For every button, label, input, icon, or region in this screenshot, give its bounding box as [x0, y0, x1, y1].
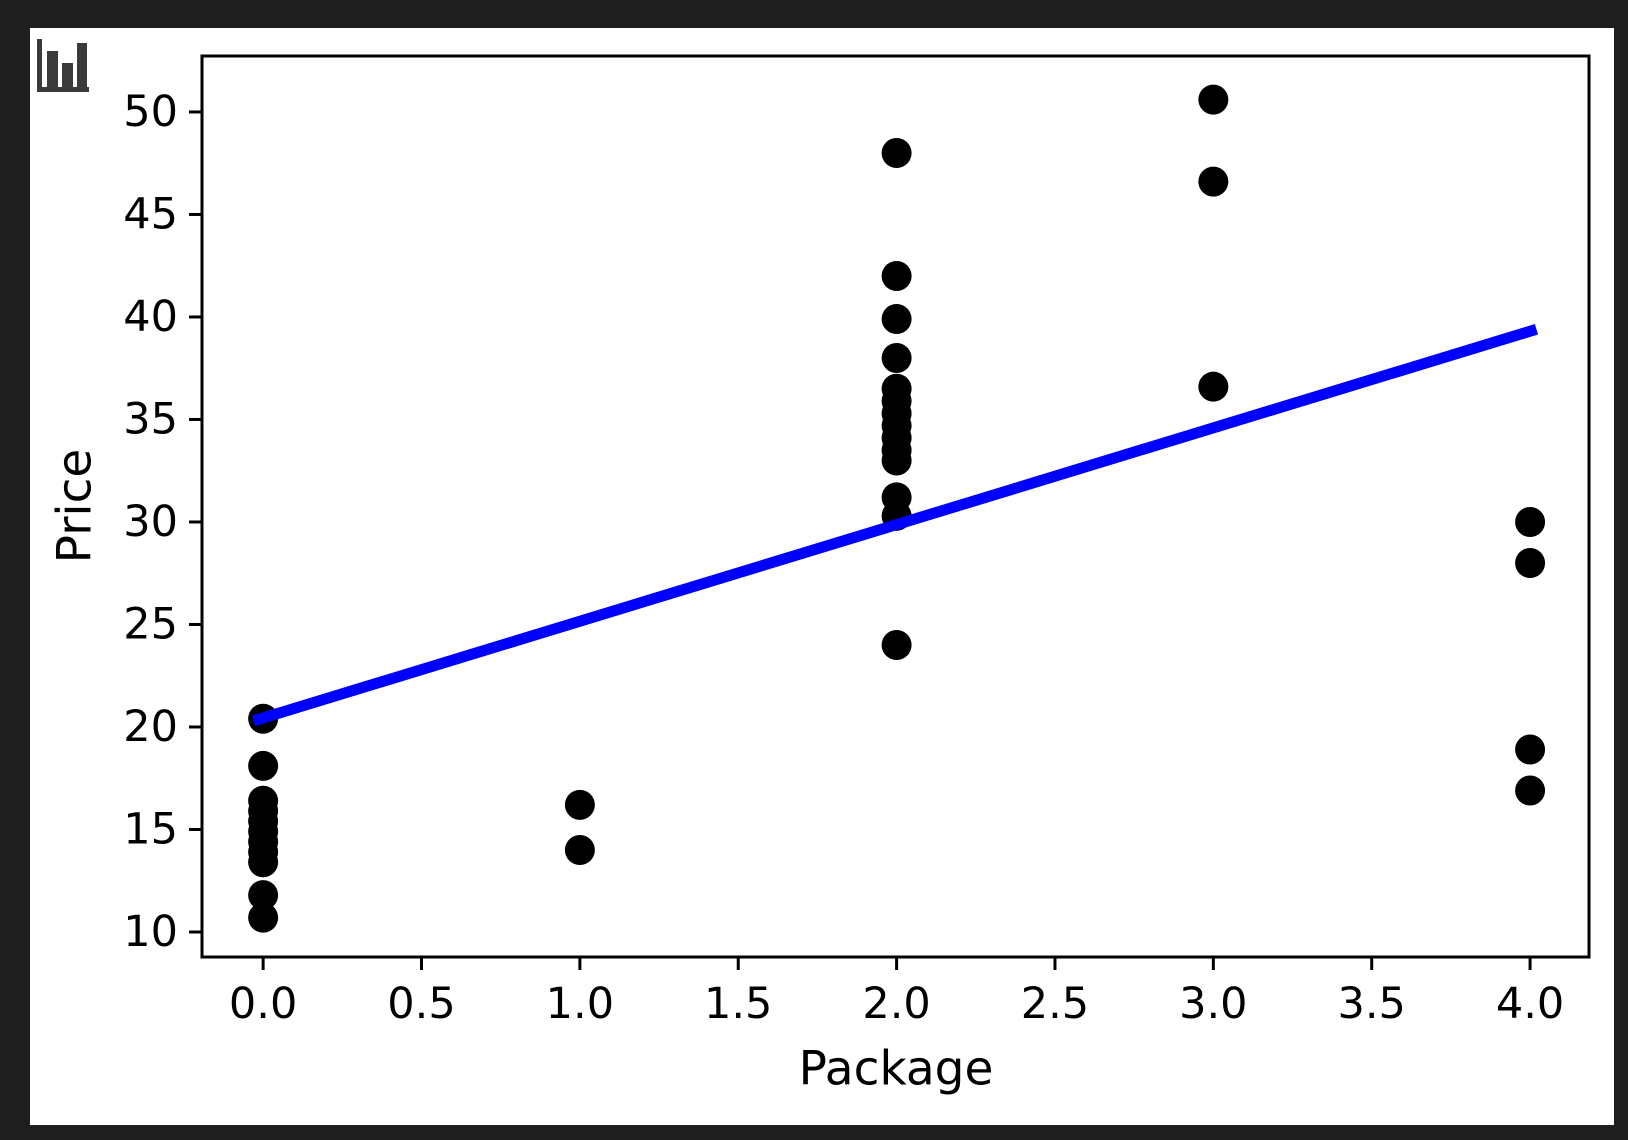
y-tick-label: 50 — [123, 87, 178, 137]
x-tick-label: 2.0 — [862, 979, 930, 1029]
scatter-point — [1198, 84, 1229, 115]
y-tick-label: 25 — [123, 599, 178, 649]
y-tick-label: 35 — [123, 394, 178, 444]
y-tick-label: 45 — [123, 189, 178, 239]
x-tick-label: 0.5 — [387, 979, 455, 1029]
scatter-point — [881, 629, 912, 660]
x-tick-label: 3.0 — [1179, 979, 1247, 1029]
y-axis-title: Price — [48, 449, 103, 564]
x-tick-label: 1.0 — [546, 979, 614, 1029]
bar-chart-icon-glyph — [37, 39, 89, 92]
plot-marks: 0.0 0.5 1.0 1.5 2.0 2.5 3.0 3.5 4.0 10 15 20 25 30 35 4… — [123, 54, 1591, 1029]
scatter-point — [564, 789, 595, 820]
x-tick-label: 1.5 — [704, 979, 772, 1029]
scatter-point — [881, 137, 912, 168]
y-tick-label: 20 — [123, 702, 178, 752]
plot-border — [200, 54, 1591, 959]
y-tick-label: 40 — [123, 292, 178, 342]
x-tick-label: 4.0 — [1496, 979, 1564, 1029]
scatter-point — [564, 834, 595, 865]
bar-chart-icon — [37, 39, 91, 93]
scatter-point — [1515, 734, 1546, 765]
matplotlib-figure: 0.0 0.5 1.0 1.5 2.0 2.5 3.0 3.5 4.0 10 15 20 25 30 35 4… — [30, 28, 1614, 1125]
scatter-point — [248, 847, 279, 878]
x-tick-label: 0.0 — [229, 979, 297, 1029]
scatter-point — [881, 445, 912, 476]
scatter-point — [1515, 547, 1546, 578]
scatter-point — [1198, 166, 1229, 197]
x-tick-label: 3.5 — [1338, 979, 1406, 1029]
scatter-point — [1515, 506, 1546, 537]
scatter-point — [1198, 371, 1229, 402]
scatter-point — [881, 260, 912, 291]
y-tick-label: 10 — [123, 907, 178, 957]
scatter-plot: 0.0 0.5 1.0 1.5 2.0 2.5 3.0 3.5 4.0 10 15 20 25 30 35 4… — [48, 54, 1591, 1096]
scatter-point — [248, 902, 279, 933]
y-tick-label: 15 — [123, 804, 178, 854]
scatter-point — [881, 342, 912, 373]
scatter-point — [248, 880, 279, 911]
scatter-point — [248, 750, 279, 781]
y-tick-label: 30 — [123, 497, 178, 547]
scatter-point — [1515, 775, 1546, 806]
scatter-point — [881, 304, 912, 335]
x-tick-label: 2.5 — [1021, 979, 1089, 1029]
x-axis-title: Package — [799, 1041, 994, 1096]
regression-line — [252, 324, 1539, 727]
